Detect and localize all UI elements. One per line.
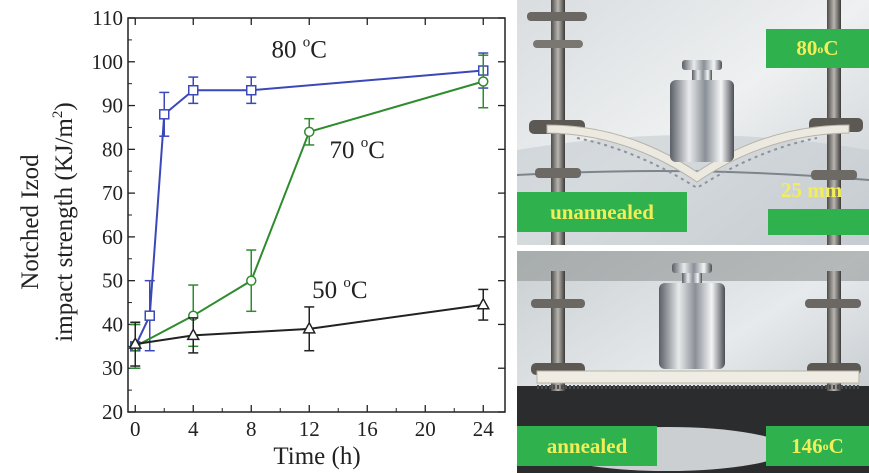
y-axis-label-line1: Notched Izod <box>17 154 44 290</box>
data-point <box>478 76 489 87</box>
y-tick-label: 80 <box>102 137 123 161</box>
y-tick-label: 40 <box>102 312 123 336</box>
series-label-degree: o <box>343 275 351 291</box>
x-tick-label: 16 <box>357 417 378 441</box>
scale-bar-label: 25 mm <box>781 178 843 202</box>
y-axis-label-line2: impact strength (KJ/m2) <box>50 102 78 341</box>
y-tick-label: 20 <box>102 400 123 424</box>
series-label-value: 80 <box>272 36 303 63</box>
data-point <box>159 109 170 120</box>
x-tick-label: 4 <box>188 417 199 441</box>
y-tick-label: 90 <box>102 94 123 118</box>
scale-bar <box>768 209 869 235</box>
y-tick-label: 70 <box>102 181 123 205</box>
axes: 0 4 8 12 16 20 24 20 30 40 50 60 70 80 90 100 110 <box>92 6 506 441</box>
y-tick-label: 100 <box>92 50 124 74</box>
temp-number: 80 <box>796 36 818 60</box>
data-point <box>144 310 155 321</box>
y-axis-label-superscript: 2 <box>50 111 66 119</box>
data-point <box>476 297 491 310</box>
series-label-degree: o <box>303 34 311 50</box>
data-point <box>304 126 315 138</box>
series-line <box>134 69 484 347</box>
temp-degree: o <box>817 41 824 56</box>
y-tick-label: 50 <box>102 269 123 293</box>
temp-degree: o <box>822 439 829 453</box>
unannealed-tag: unannealed <box>517 192 687 232</box>
series-line <box>135 303 484 346</box>
annealed-tag: annealed <box>517 426 657 466</box>
temp-number: 146 <box>791 433 823 458</box>
series-label-degree: o <box>361 135 369 151</box>
data-point <box>128 336 143 349</box>
plot-frame <box>127 17 506 413</box>
series-label-value: 50 <box>312 277 343 304</box>
series-label-value: 70 <box>330 137 361 164</box>
data-point <box>246 275 257 286</box>
y-tick-label: 110 <box>92 6 123 30</box>
y-axis-label-close: ) <box>51 102 78 110</box>
series-label: 50 oC <box>312 275 367 304</box>
x-tick-label: 24 <box>473 417 495 441</box>
x-axis-label: Time (h) <box>273 443 360 470</box>
x-tick-label: 12 <box>299 417 320 441</box>
temp-unit: C <box>823 36 839 60</box>
data-point <box>246 84 257 96</box>
series-label-unit: C <box>368 137 385 164</box>
temp-unit: C <box>828 433 844 458</box>
series-label-unit: C <box>310 36 327 63</box>
x-tick-label: 20 <box>415 417 436 441</box>
series-label-unit: C <box>351 277 368 304</box>
data-point <box>186 327 201 341</box>
data-point <box>188 84 199 96</box>
x-tick-label: 0 <box>130 417 141 441</box>
y-axis-label-main: impact strength (KJ/m <box>51 118 78 342</box>
series-label: 70 oC <box>330 135 385 164</box>
y-tick-label: 30 <box>102 356 123 380</box>
x-tick-label: 8 <box>246 417 257 441</box>
series-label: 80 oC <box>272 34 327 63</box>
data-point <box>302 321 317 334</box>
series-50c: 50 oC <box>128 275 491 367</box>
y-tick-label: 60 <box>102 225 123 249</box>
